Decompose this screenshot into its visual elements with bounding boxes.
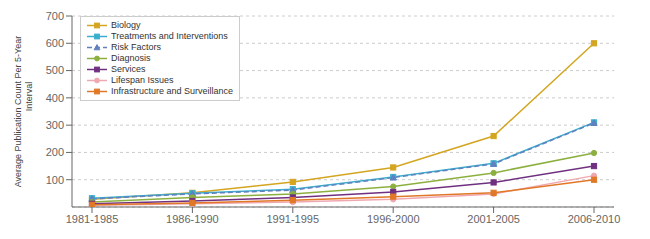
html-text:Diagnosis: Diagnosis [111, 53, 151, 63]
svg-text:400: 400 [46, 92, 64, 104]
svg-text:200: 200 [46, 146, 64, 158]
svg-text:300: 300 [46, 119, 64, 131]
html-text:Lifespan Issues: Lifespan Issues [111, 75, 174, 85]
svg-text:2001-2005: 2001-2005 [467, 213, 520, 225]
html-text:Treatments and Interventions: Treatments and Interventions [111, 31, 228, 41]
svg-text:1981-1985: 1981-1985 [66, 213, 119, 225]
svg-text:600: 600 [46, 37, 64, 49]
svg-text:100: 100 [46, 174, 64, 186]
html-text:Services: Services [111, 64, 146, 74]
html-text:Infrastructure and Surveillanc: Infrastructure and Surveillance [111, 86, 234, 96]
svg-text:500: 500 [46, 64, 64, 76]
svg-text:Average Publication Count Per: Average Publication Count Per 5-Year Int… [13, 36, 34, 188]
svg-text:1996-2000: 1996-2000 [367, 213, 420, 225]
svg-text:1986-1990: 1986-1990 [166, 213, 219, 225]
svg-text:700: 700 [46, 10, 64, 22]
html-text:Biology: Biology [111, 20, 141, 30]
svg-text:1991-1995: 1991-1995 [266, 213, 319, 225]
html-text:Risk Factors: Risk Factors [111, 42, 161, 52]
svg-text:2006-2010: 2006-2010 [568, 213, 621, 225]
